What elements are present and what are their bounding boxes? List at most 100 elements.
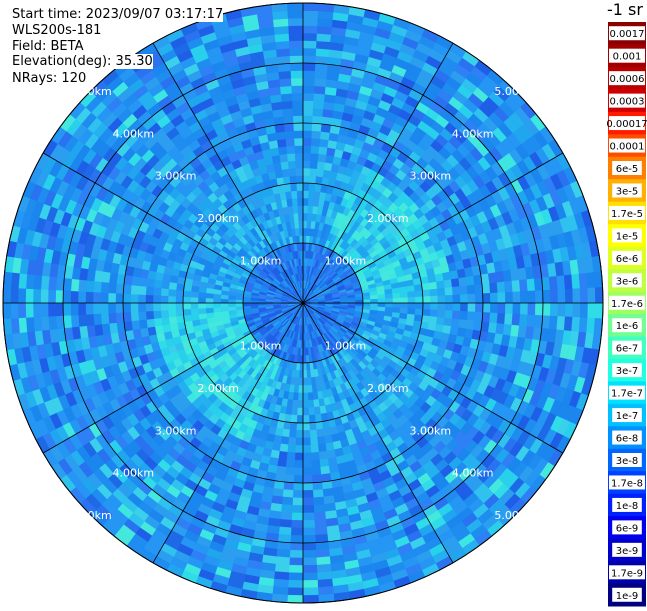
data-cell: [504, 314, 512, 325]
data-cell: [303, 183, 309, 191]
data-cell: [284, 123, 294, 131]
data-cell: [287, 452, 296, 460]
data-cell: [393, 293, 401, 299]
data-cell: [206, 303, 214, 308]
data-cell: [297, 415, 303, 423]
data-cell: [415, 297, 423, 303]
data-cell: [161, 317, 169, 325]
data-cell: [123, 284, 131, 294]
data-cell: [295, 228, 299, 236]
colorbar-tick-label: 1.7e-8: [611, 478, 643, 489]
data-cell: [303, 535, 316, 543]
data-cell: [285, 191, 292, 199]
data-cell: [315, 414, 322, 422]
data-cell: [276, 41, 290, 50]
data-cell: [198, 298, 206, 304]
data-cell: [311, 146, 320, 154]
data-cell: [423, 296, 431, 303]
data-cell: [276, 557, 290, 566]
data-cell: [393, 298, 401, 303]
data-cell: [303, 528, 315, 536]
data-cell: [303, 348, 306, 356]
data-cell: [317, 436, 325, 444]
colorbar-tick-label: 6e-5: [616, 164, 639, 175]
data-cell: [279, 527, 292, 535]
data-cell: [293, 116, 303, 124]
data-cell: [280, 78, 292, 86]
data-cell: [400, 298, 408, 304]
range-ring-label: 3.00km: [155, 424, 197, 437]
data-cell: [123, 294, 131, 303]
data-cell: [316, 56, 329, 65]
nrays-text: NRays: 120: [12, 71, 86, 87]
data-cell: [168, 289, 176, 296]
data-cell: [289, 558, 303, 566]
data-cell: [490, 303, 498, 313]
data-cell: [283, 176, 290, 184]
data-cell: [414, 284, 422, 291]
data-cell: [288, 588, 303, 596]
data-cell: [33, 303, 41, 317]
data-cell: [309, 407, 315, 415]
data-cell: [303, 146, 311, 154]
data-cell: [303, 385, 308, 393]
data-cell: [308, 393, 314, 401]
data-cell: [313, 108, 324, 116]
data-cell: [303, 543, 316, 551]
data-cell: [131, 303, 139, 312]
data-cell: [183, 291, 191, 298]
data-cell: [309, 183, 316, 191]
data-cell: [284, 475, 294, 483]
data-cell: [298, 206, 303, 214]
data-cell: [435, 273, 444, 282]
data-cell: [308, 198, 314, 206]
data-cell: [320, 139, 329, 148]
data-cell: [146, 311, 154, 320]
data-cell: [312, 467, 321, 475]
data-cell: [168, 296, 176, 303]
data-cell: [274, 572, 289, 581]
data-cell: [297, 408, 303, 416]
data-cell: [445, 311, 453, 319]
data-cell: [199, 313, 207, 319]
data-cell: [528, 303, 536, 315]
data-cell: [504, 281, 512, 292]
data-cell: [319, 146, 328, 154]
data-cell: [318, 154, 327, 163]
data-cell: [18, 273, 27, 288]
data-cell: [315, 63, 328, 72]
data-cell: [162, 324, 171, 333]
data-cell: [459, 320, 468, 329]
data-cell: [299, 221, 303, 229]
data-cell: [318, 18, 333, 27]
data-cell: [579, 318, 588, 333]
data-cell: [56, 316, 65, 329]
data-cell: [407, 291, 415, 297]
colorbar-tick-label: 0.00017: [606, 119, 647, 130]
data-cell: [436, 317, 444, 325]
data-cell: [294, 221, 299, 229]
data-cell: [311, 138, 320, 146]
data-cell: [48, 303, 56, 316]
range-ring-label: 4.00km: [452, 127, 494, 140]
colorbar: 0.00170.0010.00060.00030.000170.00016e-5…: [606, 22, 647, 607]
data-cell: [287, 153, 295, 161]
data-cell: [277, 139, 286, 148]
data-cell: [33, 317, 42, 332]
data-cell: [497, 282, 505, 293]
data-cell: [303, 131, 312, 139]
data-cell: [86, 303, 94, 314]
data-cell: [290, 550, 303, 558]
data-cell: [101, 303, 109, 314]
data-cell: [78, 280, 86, 292]
data-cell: [557, 316, 566, 330]
colorbar-tick-label: 0.0001: [610, 142, 645, 153]
data-cell: [298, 198, 304, 206]
data-cell: [303, 430, 310, 438]
data-cell: [535, 303, 543, 316]
data-cell: [572, 317, 581, 332]
data-cell: [505, 303, 513, 314]
data-cell: [385, 294, 393, 299]
data-cell: [303, 595, 319, 603]
data-cell: [236, 303, 244, 307]
